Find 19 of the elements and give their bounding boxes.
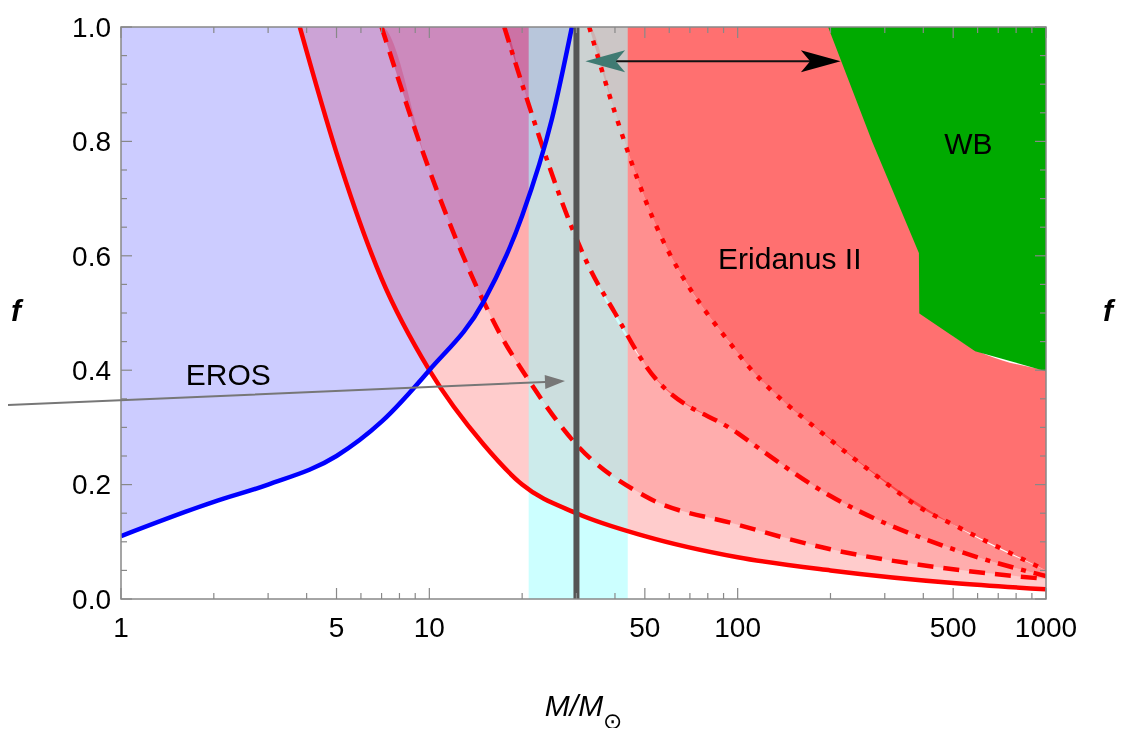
y-tick-label: 0.4 [72,355,111,386]
y-tick-label: 0.2 [72,469,111,501]
x-tick-label: 1000 [1014,612,1078,643]
y-tick-label: 1.0 [72,11,111,43]
y-tick-label: 0.8 [72,126,111,158]
x-tick-label: 100 [714,612,762,643]
y2-axis-title: f [1103,294,1116,327]
y-tick-label: 0.0 [72,583,111,615]
x-tick-label: 5 [328,612,345,643]
annotation: EROS [185,358,271,392]
x-tick-label: 50 [629,612,661,643]
y-axis-title: f [11,294,24,327]
y-tick-label: 0.6 [72,240,111,272]
x-tick-label: 10 [413,612,445,643]
x-tick-label: 1 [113,612,129,643]
x-axis-title: M/M$_{⊙}$ [544,689,623,734]
annotation: WB [944,126,993,160]
x-tick-label: 500 [929,612,977,643]
annotation: Eridanus II [718,241,862,275]
